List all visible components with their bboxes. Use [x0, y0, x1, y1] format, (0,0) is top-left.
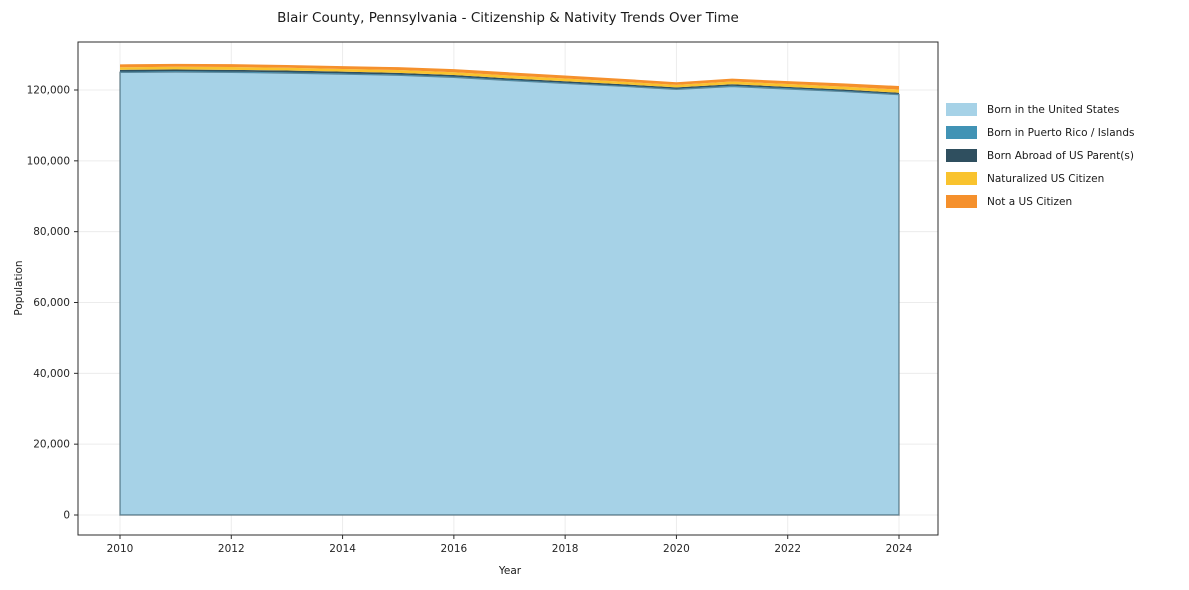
- legend-swatch: [946, 126, 977, 139]
- x-tick-label: 2014: [329, 543, 356, 555]
- y-tick-label: 20,000: [33, 439, 70, 451]
- x-tick-label: 2012: [218, 543, 245, 555]
- area-series-3: [120, 66, 899, 93]
- legend-item: Born in Puerto Rico / Islands: [946, 126, 1134, 139]
- area-series-0: [119, 71, 900, 516]
- y-tick-label: 120,000: [27, 85, 70, 97]
- y-tick-label: 40,000: [33, 368, 70, 380]
- x-axis-ticks: 2010 2012 2014 2016 2018 2020 2022 2024: [107, 535, 913, 555]
- x-tick-label: 2016: [440, 543, 467, 555]
- plot-area: 2010 2012 2014 2016 2018 2020 2022 2024 0 20,000 4…: [27, 41, 939, 555]
- legend-item: Born in the United States: [946, 103, 1134, 116]
- y-axis-label: Population: [13, 260, 25, 315]
- x-tick-label: 2022: [774, 543, 801, 555]
- legend-item: Naturalized US Citizen: [946, 172, 1134, 185]
- y-axis-ticks: 0 20,000 40,000 60,000 80,000 100,000 120,000: [27, 85, 78, 522]
- legend-label: Born Abroad of US Parent(s): [987, 149, 1134, 162]
- legend-label: Naturalized US Citizen: [987, 172, 1105, 185]
- y-tick-label: 100,000: [27, 155, 70, 167]
- chart-title: Blair County, Pennsylvania - Citizenship…: [277, 10, 739, 26]
- legend-swatch: [946, 172, 977, 185]
- legend-label: Born in Puerto Rico / Islands: [987, 126, 1135, 139]
- legend-item: Not a US Citizen: [946, 195, 1134, 208]
- legend-swatch: [946, 149, 977, 162]
- x-tick-label: 2020: [663, 543, 690, 555]
- area-series-4: [120, 63, 899, 90]
- y-tick-label: 0: [63, 510, 70, 522]
- y-tick-label: 80,000: [33, 226, 70, 238]
- x-tick-label: 2018: [552, 543, 579, 555]
- legend-label: Not a US Citizen: [987, 195, 1073, 208]
- x-axis-label: Year: [498, 565, 522, 577]
- legend-item: Born Abroad of US Parent(s): [946, 149, 1134, 162]
- chart-legend: Born in the United States Born in Puerto …: [946, 103, 1134, 208]
- x-tick-label: 2024: [886, 543, 913, 555]
- y-tick-label: 60,000: [33, 297, 70, 309]
- legend-swatch: [946, 195, 977, 208]
- plot-frame: [77, 41, 939, 536]
- legend-label: Born in the United States: [987, 103, 1120, 116]
- legend-swatch: [946, 103, 977, 116]
- x-tick-label: 2010: [107, 543, 134, 555]
